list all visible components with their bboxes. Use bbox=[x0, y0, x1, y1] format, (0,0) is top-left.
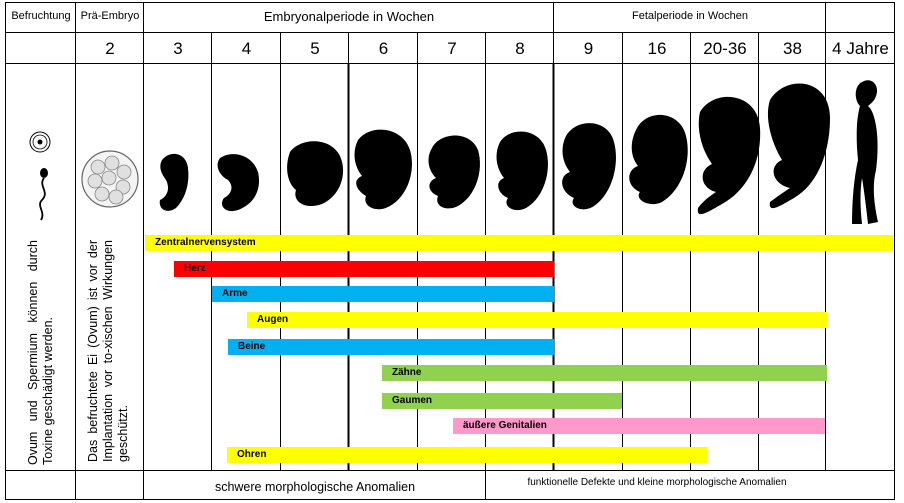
week-label: 4 Jahre bbox=[832, 39, 889, 58]
morula-icon bbox=[81, 150, 139, 208]
week-label: 38 bbox=[783, 39, 802, 58]
header-praembryo: Prä-Embryo bbox=[80, 10, 140, 22]
bar-label: Zentralnervensystem bbox=[155, 237, 256, 248]
bar-herz: Herz bbox=[174, 261, 554, 277]
header-embryonalperiode: Embryonalperiode in Wochen bbox=[263, 9, 435, 24]
bar-label: Arme bbox=[222, 288, 248, 299]
header-fetalperiode: Fetalperiode in Wochen bbox=[632, 10, 748, 22]
bar-label: Ohren bbox=[237, 449, 267, 460]
week-label: 3 bbox=[173, 39, 183, 58]
fetus-week-16-icon bbox=[629, 114, 688, 205]
embryo-week-3-icon bbox=[159, 153, 189, 211]
bar-label: Zähne bbox=[392, 367, 422, 378]
week-label: 16 bbox=[647, 39, 667, 58]
bar-äußere-genitalien: äußere Genitalien bbox=[453, 418, 825, 434]
child-4-years-icon bbox=[852, 80, 878, 224]
bar-label: Augen bbox=[257, 314, 289, 325]
embryo-week-4-icon bbox=[217, 154, 260, 212]
embryo-week-7-icon bbox=[428, 135, 480, 209]
week-label: 9 bbox=[583, 39, 594, 58]
fetus-week-9-icon bbox=[562, 123, 616, 210]
fetus-week-20-36-icon bbox=[697, 96, 761, 215]
header-befruchtung: Befruchtung bbox=[11, 10, 71, 22]
bar-augen: Augen bbox=[247, 312, 827, 328]
bar-label: Beine bbox=[238, 341, 266, 352]
week-label: 7 bbox=[447, 39, 457, 58]
week-label: 5 bbox=[310, 39, 320, 58]
week-label: 20-36 bbox=[703, 39, 747, 58]
bar-label: äußere Genitalien bbox=[463, 420, 547, 431]
embryo-week-5-icon bbox=[287, 141, 344, 207]
week-label: 8 bbox=[515, 39, 525, 58]
bar-label: Gaumen bbox=[392, 395, 433, 406]
week-label: 6 bbox=[378, 39, 389, 58]
embryo-week-8-icon bbox=[496, 131, 548, 211]
note-ovum-spermium: Ovum und Spermium können durch Toxine ge… bbox=[26, 240, 55, 465]
bar-beine: Beine bbox=[228, 339, 554, 355]
bar-ohren: Ohren bbox=[227, 447, 707, 463]
week-label: 2 bbox=[105, 39, 115, 58]
fetus-week-38-icon bbox=[767, 83, 830, 209]
week-label: 4 bbox=[241, 39, 252, 58]
footer-schwere-anomalien: schwere morphologische Anomalien bbox=[214, 480, 416, 494]
sperm-icon bbox=[39, 168, 48, 221]
bar-gaumen: Gaumen bbox=[382, 393, 622, 409]
bar-label: Herz bbox=[184, 263, 206, 274]
bar-zentralnervensystem: Zentralnervensystem bbox=[145, 235, 893, 251]
bar-zähne: Zähne bbox=[382, 365, 827, 381]
footer-funktionelle-defekte: funktionelle Defekte und kleine morpholo… bbox=[527, 477, 787, 488]
bar-arme: Arme bbox=[212, 286, 554, 302]
note-befruchtetes-ei: Das befruchtete Ei (Ovum) ist vor der Im… bbox=[86, 240, 130, 462]
embryo-week-6-icon bbox=[354, 129, 412, 210]
ovum-icon bbox=[29, 131, 51, 153]
